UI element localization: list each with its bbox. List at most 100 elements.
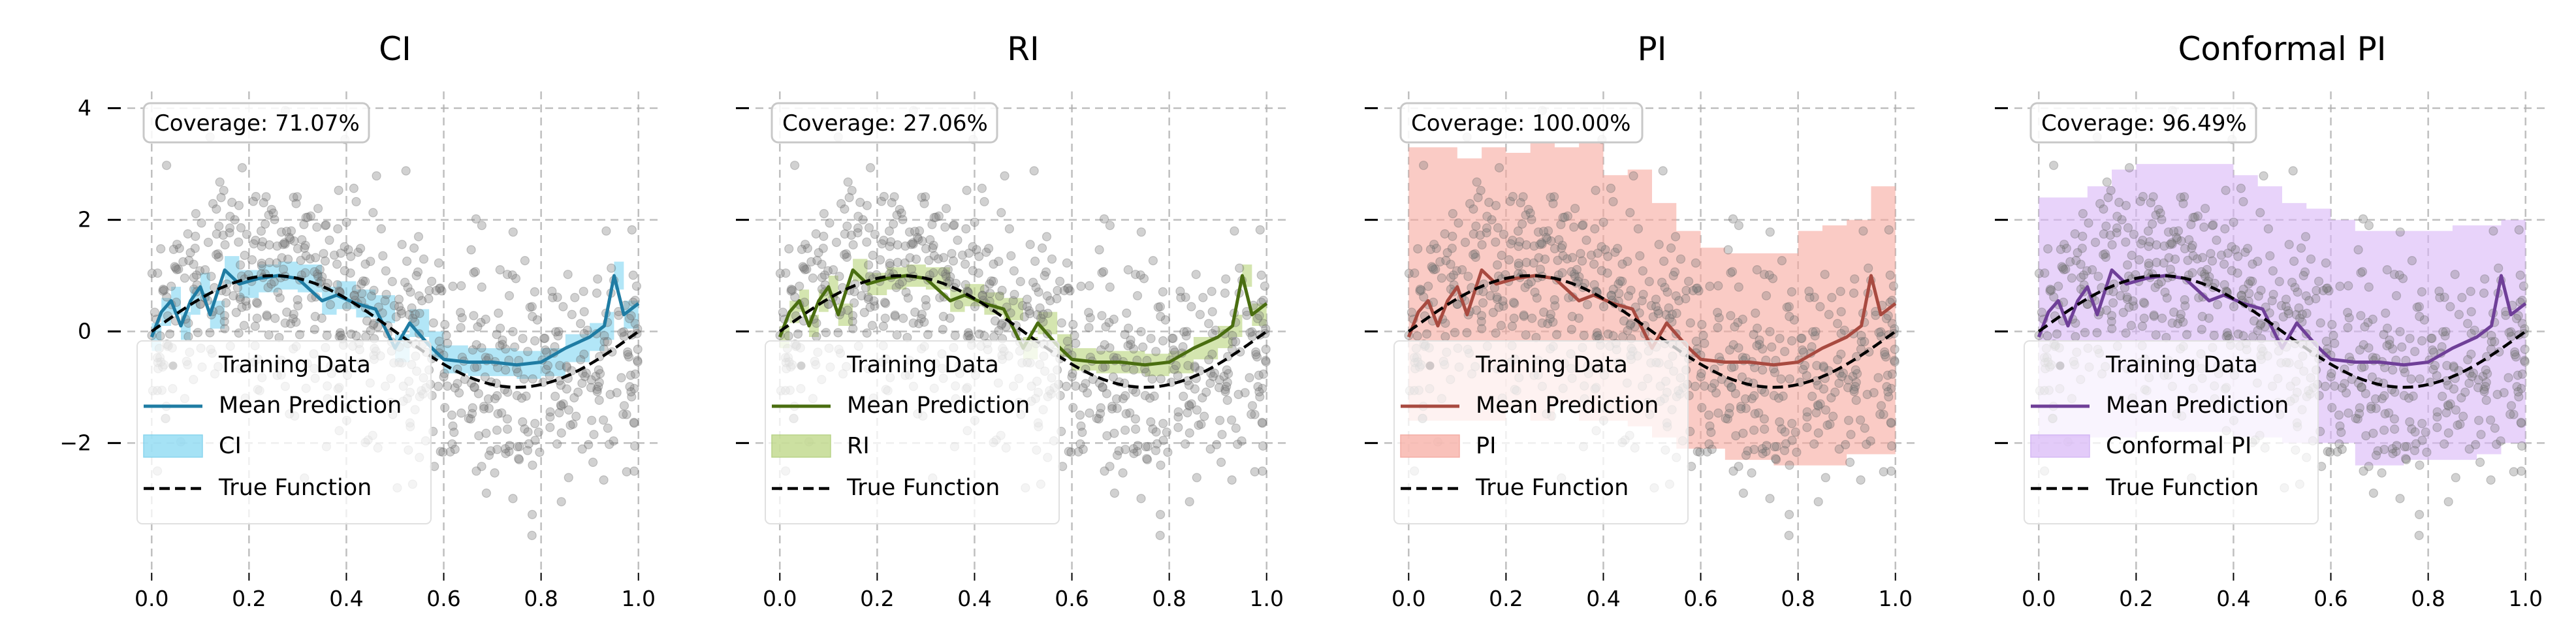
data-point — [1747, 394, 1757, 404]
data-point — [479, 402, 489, 411]
data-point — [220, 240, 230, 249]
data-point — [1094, 414, 1104, 424]
data-point — [2193, 211, 2202, 221]
data-point — [1200, 411, 1209, 421]
data-point — [1707, 444, 1717, 455]
data-point — [183, 229, 193, 239]
data-point — [351, 197, 361, 206]
data-point — [1800, 361, 1810, 370]
data-point — [342, 217, 351, 227]
data-point — [972, 245, 981, 255]
data-point — [1630, 322, 1640, 332]
data-point — [1055, 276, 1065, 286]
data-point — [1602, 268, 1612, 278]
data-point — [1508, 235, 1518, 246]
data-point — [1098, 382, 1107, 392]
data-point — [2486, 344, 2496, 354]
data-point — [2355, 345, 2365, 355]
interval-band — [151, 256, 639, 379]
data-point — [1129, 365, 1139, 375]
data-point — [2395, 227, 2405, 237]
data-point — [1661, 310, 1671, 319]
data-point — [2483, 368, 2492, 379]
data-point — [1728, 340, 1738, 350]
data-point — [2227, 266, 2236, 276]
data-point — [835, 272, 844, 281]
data-point — [625, 381, 635, 392]
legend-marker-training — [1425, 361, 1435, 370]
data-point — [2437, 342, 2447, 352]
data-point — [1231, 336, 1241, 347]
data-point — [2422, 447, 2432, 457]
data-point — [476, 317, 486, 327]
data-point — [2144, 259, 2154, 268]
data-point — [454, 388, 464, 398]
data-point — [1711, 388, 1721, 398]
data-point — [1112, 404, 1122, 413]
data-point — [219, 311, 230, 321]
data-point — [1862, 389, 1872, 400]
data-point — [862, 237, 872, 247]
data-point — [624, 352, 634, 362]
data-point — [2108, 298, 2118, 308]
data-point — [2473, 375, 2483, 385]
data-point — [2379, 425, 2389, 435]
data-point — [2124, 163, 2135, 172]
data-point — [978, 291, 987, 300]
data-point — [1173, 371, 1183, 381]
data-point — [1192, 405, 1202, 415]
x-tick-label: 1.0 — [621, 586, 655, 611]
data-point — [2473, 383, 2483, 393]
data-point — [603, 336, 612, 347]
data-point — [1220, 387, 1230, 396]
data-point — [2151, 210, 2161, 220]
data-point — [1233, 389, 1243, 400]
data-point — [257, 259, 266, 268]
data-point — [912, 232, 923, 242]
data-point — [1149, 391, 1159, 401]
data-point — [1697, 319, 1707, 330]
data-point — [1550, 295, 1559, 305]
data-point — [979, 197, 989, 206]
data-point — [789, 161, 800, 170]
data-point — [1482, 228, 1491, 238]
data-point — [1773, 393, 1784, 403]
data-point — [2455, 419, 2465, 429]
data-point — [2253, 326, 2263, 336]
data-point — [2197, 325, 2206, 334]
data-point — [1415, 286, 1425, 296]
data-point — [870, 229, 880, 239]
data-point — [1593, 330, 1602, 341]
data-point — [2101, 252, 2110, 262]
data-point — [2219, 280, 2229, 290]
data-point — [2049, 161, 2059, 170]
data-point — [250, 321, 260, 331]
data-point — [1508, 297, 1518, 308]
data-point — [2335, 421, 2345, 431]
data-point — [1476, 185, 1486, 195]
coverage-text: Coverage: 71.07% — [154, 110, 360, 136]
x-tick-label: 0.8 — [524, 586, 558, 611]
data-point — [1886, 417, 1896, 427]
data-point — [342, 302, 352, 312]
data-point — [2443, 380, 2453, 390]
data-point — [1812, 361, 1822, 370]
data-point — [892, 330, 902, 340]
legend-marker-training — [2056, 361, 2065, 370]
data-point — [510, 342, 520, 352]
data-point — [1784, 302, 1794, 312]
data-point — [921, 295, 930, 305]
data-point — [195, 299, 205, 309]
data-point — [471, 466, 481, 476]
data-point — [979, 331, 989, 341]
data-point — [450, 383, 460, 393]
data-point — [1671, 291, 1681, 301]
data-point — [1478, 287, 1488, 296]
data-point — [847, 185, 857, 195]
data-point — [2155, 208, 2165, 218]
data-point — [808, 273, 818, 283]
data-point — [1736, 402, 1746, 411]
data-point — [1258, 383, 1267, 394]
data-point — [1071, 381, 1081, 391]
data-point — [2165, 240, 2175, 249]
